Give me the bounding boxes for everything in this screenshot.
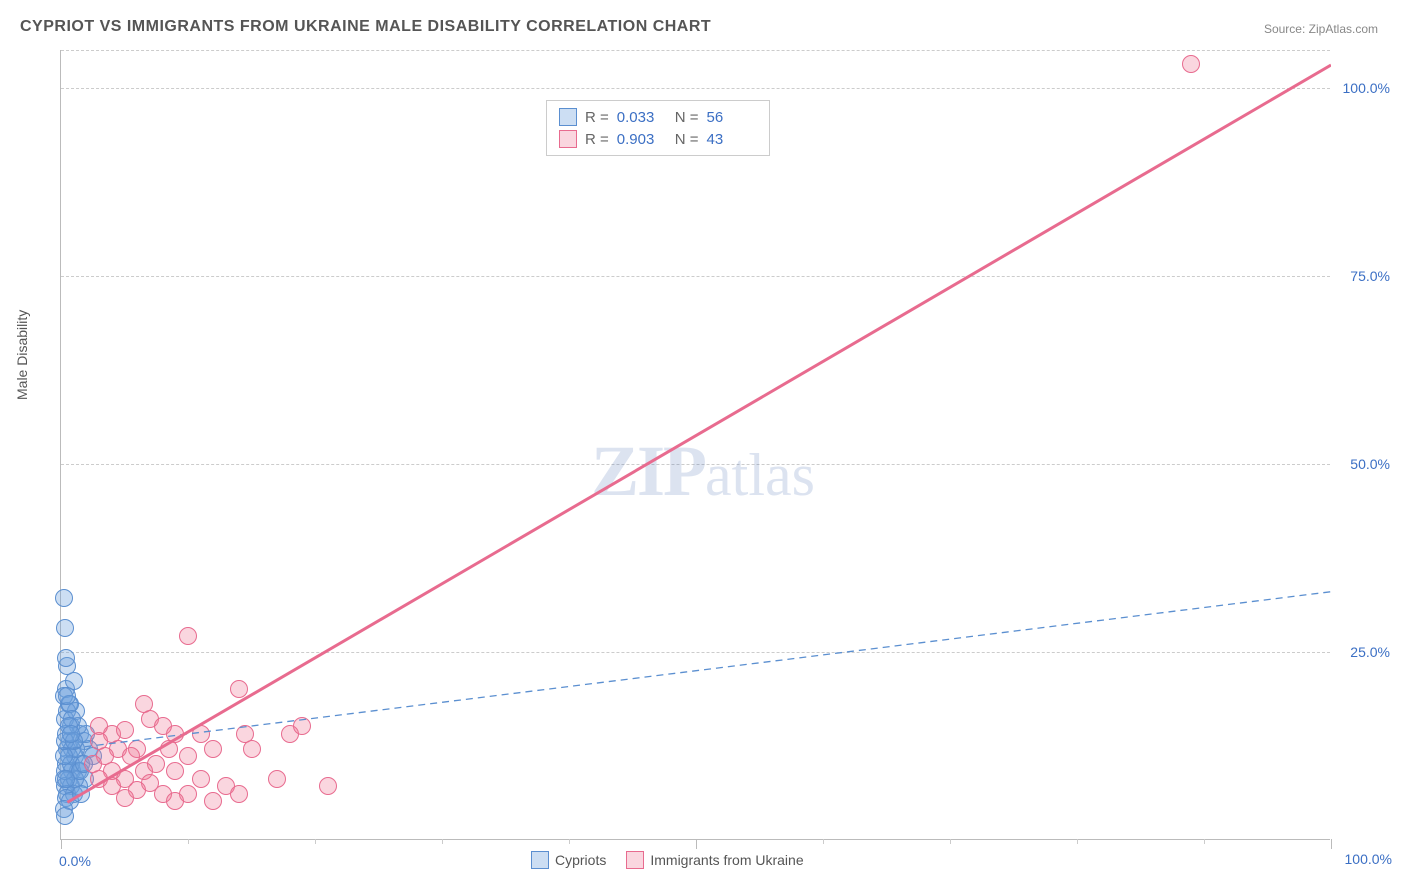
data-point-b — [319, 777, 337, 795]
x-tick-minor — [315, 839, 316, 844]
gridline — [61, 652, 1330, 653]
data-point-b — [179, 747, 197, 765]
legend-row-a: R = 0.033 N = 56 — [559, 106, 757, 128]
data-point-b — [166, 792, 184, 810]
data-point-b — [179, 627, 197, 645]
x-tick-major — [61, 839, 62, 849]
gridline — [61, 464, 1330, 465]
legend-item-b: Immigrants from Ukraine — [626, 851, 803, 869]
x-tick-minor — [188, 839, 189, 844]
series-legend: Cypriots Immigrants from Ukraine — [531, 851, 804, 869]
data-point-b — [1182, 55, 1200, 73]
y-tick-label: 25.0% — [1350, 644, 1390, 660]
data-point-a — [56, 619, 74, 637]
x-tick-major — [696, 839, 697, 849]
data-point-a — [62, 725, 80, 743]
data-point-b — [166, 762, 184, 780]
x-tick-minor — [823, 839, 824, 844]
x-tick-minor — [442, 839, 443, 844]
y-tick-label: 75.0% — [1350, 268, 1390, 284]
r-label: R = — [585, 131, 609, 148]
chart-title: CYPRIOT VS IMMIGRANTS FROM UKRAINE MALE … — [20, 18, 711, 36]
swatch-b — [559, 130, 577, 148]
data-point-a — [58, 687, 76, 705]
x-tick-major — [1331, 839, 1332, 849]
n-label: N = — [675, 131, 699, 148]
data-point-b — [116, 789, 134, 807]
legend-item-a: Cypriots — [531, 851, 606, 869]
gridline — [61, 276, 1330, 277]
data-point-b — [268, 770, 286, 788]
r-label: R = — [585, 109, 609, 126]
x-axis-min-label: 0.0% — [59, 853, 91, 869]
n-label: N = — [675, 109, 699, 126]
swatch-b-bottom — [626, 851, 644, 869]
data-point-b — [243, 740, 261, 758]
data-point-b — [122, 747, 140, 765]
scatter-chart: ZIPatlas R = 0.033 N = 56 R = 0.903 N = … — [60, 50, 1330, 840]
plot-svg — [61, 50, 1331, 840]
data-point-b — [293, 717, 311, 735]
data-point-b — [116, 721, 134, 739]
data-point-b — [230, 785, 248, 803]
gridline — [61, 88, 1330, 89]
r-value-a: 0.033 — [617, 109, 667, 126]
data-point-a — [57, 770, 75, 788]
data-point-a — [55, 747, 73, 765]
watermark: ZIPatlas — [591, 430, 815, 513]
x-tick-minor — [569, 839, 570, 844]
y-axis-label: Male Disability — [14, 310, 30, 400]
data-point-a — [57, 649, 75, 667]
legend-row-b: R = 0.903 N = 43 — [559, 128, 757, 150]
series-a-label: Cypriots — [555, 852, 606, 868]
series-b-label: Immigrants from Ukraine — [650, 852, 803, 868]
data-point-a — [56, 807, 74, 825]
x-tick-minor — [1204, 839, 1205, 844]
data-point-b — [90, 717, 108, 735]
swatch-a-bottom — [531, 851, 549, 869]
data-point-b — [230, 680, 248, 698]
correlation-legend: R = 0.033 N = 56 R = 0.903 N = 43 — [546, 100, 770, 156]
swatch-a — [559, 108, 577, 126]
data-point-b — [192, 770, 210, 788]
y-tick-label: 50.0% — [1350, 456, 1390, 472]
data-point-b — [204, 792, 222, 810]
x-tick-minor — [950, 839, 951, 844]
r-value-b: 0.903 — [617, 131, 667, 148]
gridline — [61, 50, 1330, 51]
data-point-b — [160, 740, 178, 758]
n-value-a: 56 — [707, 109, 757, 126]
x-axis-max-label: 100.0% — [1345, 851, 1392, 867]
data-point-a — [55, 589, 73, 607]
watermark-zip: ZIP — [591, 431, 705, 511]
n-value-b: 43 — [707, 131, 757, 148]
data-point-b — [192, 725, 210, 743]
watermark-atlas: atlas — [705, 442, 815, 508]
data-point-b — [204, 740, 222, 758]
source-attribution: Source: ZipAtlas.com — [1264, 22, 1378, 36]
x-tick-minor — [1077, 839, 1078, 844]
y-tick-label: 100.0% — [1343, 80, 1390, 96]
